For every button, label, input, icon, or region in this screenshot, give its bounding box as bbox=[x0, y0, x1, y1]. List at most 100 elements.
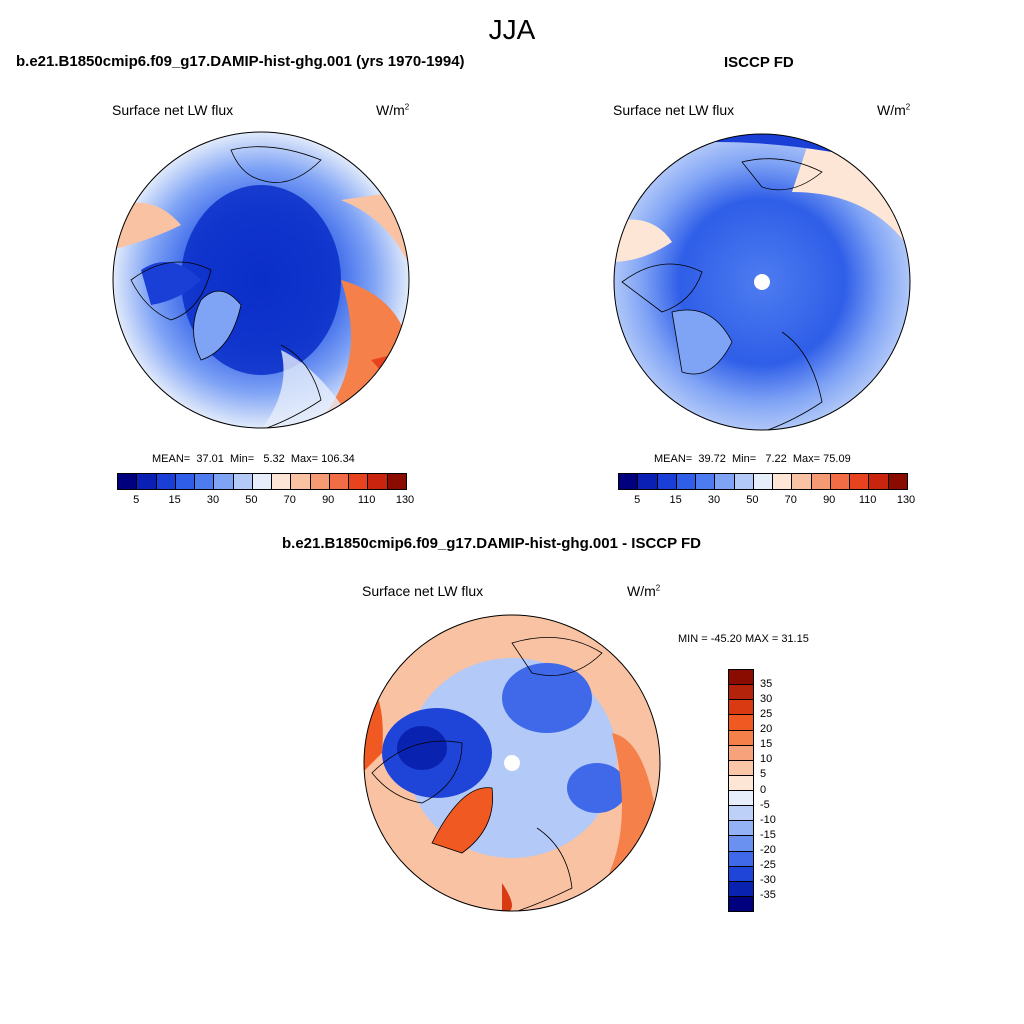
model-hot-region bbox=[371, 350, 409, 428]
colorbar-swatch bbox=[729, 850, 753, 866]
diff-greenland-warm bbox=[432, 787, 493, 853]
colorbar-tick-label: 35 bbox=[760, 678, 773, 691]
diff-coastline-canada bbox=[371, 740, 463, 804]
diff-panel-variable: Surface net LW flux bbox=[362, 583, 484, 599]
model-coastline-europe bbox=[260, 344, 322, 428]
colorbar-tick-label: 15 bbox=[168, 494, 181, 506]
colorbar-swatch bbox=[729, 684, 753, 700]
colorbar-swatch bbox=[695, 474, 715, 489]
colorbar-swatch bbox=[729, 835, 753, 851]
diff-warm-south bbox=[502, 883, 512, 911]
colorbar-tick-label: 110 bbox=[357, 494, 376, 506]
colorbar-swatch bbox=[232, 474, 252, 489]
diff-panel-units: W/m2 bbox=[627, 583, 661, 599]
colorbar-swatch bbox=[729, 820, 753, 836]
colorbar-swatch bbox=[155, 474, 175, 489]
colorbar-swatch bbox=[619, 474, 638, 489]
colorbar-tick-label: 130 bbox=[896, 494, 916, 506]
model-panel-variable: Surface net LW flux bbox=[112, 102, 234, 118]
model-panel-header: b.e21.B1850cmip6.f09_g17.DAMIP-hist-ghg.… bbox=[16, 53, 465, 70]
colorbar-swatch bbox=[887, 474, 907, 489]
colorbar-tick-label: 130 bbox=[395, 494, 415, 506]
colorbar-tick-label: 70 bbox=[283, 494, 296, 506]
colorbar-swatch bbox=[290, 474, 310, 489]
model-canada-region bbox=[141, 262, 201, 305]
colorbar-swatch bbox=[367, 474, 387, 489]
colorbar-swatch bbox=[829, 474, 850, 489]
colorbar-swatch bbox=[733, 474, 753, 489]
colorbar-tick-label: -20 bbox=[760, 843, 776, 856]
obs-coastline-canada bbox=[621, 263, 703, 313]
colorbar-tick-label: 90 bbox=[823, 494, 836, 506]
colorbar-tick-label: 50 bbox=[746, 494, 759, 506]
model-europe-region bbox=[261, 350, 351, 428]
colorbar-swatch bbox=[791, 474, 811, 489]
obs-stats: MEAN= 39.72 Min= 7.22 Max= 75.09 bbox=[654, 453, 851, 465]
obs-polar-map bbox=[613, 133, 911, 431]
model-coastline-canada bbox=[130, 261, 212, 321]
colorbar-swatch bbox=[251, 474, 272, 489]
model-polar-map bbox=[112, 131, 410, 429]
obs-colorbar-ticks: 5 15 30 50 70 90 110 130 bbox=[618, 494, 915, 508]
colorbar-swatch bbox=[729, 865, 753, 881]
colorbar-swatch bbox=[271, 474, 291, 489]
colorbar-swatch bbox=[656, 474, 676, 489]
colorbar-tick-label: -30 bbox=[760, 873, 776, 886]
colorbar-swatch bbox=[729, 744, 753, 760]
colorbar-tick-label: 30 bbox=[707, 494, 721, 506]
colorbar-swatch bbox=[752, 474, 773, 489]
colorbar-swatch bbox=[849, 474, 869, 489]
colorbar-swatch bbox=[729, 699, 753, 715]
colorbar-swatch bbox=[729, 729, 753, 745]
colorbar-swatch bbox=[714, 474, 734, 489]
obs-map-border bbox=[613, 133, 911, 431]
obs-greenland bbox=[672, 310, 732, 374]
obs-panel-variable: Surface net LW flux bbox=[613, 102, 735, 118]
colorbar-swatch bbox=[328, 474, 349, 489]
model-stats: MEAN= 37.01 Min= 5.32 Max= 106.34 bbox=[152, 453, 355, 465]
colorbar-tick-label: -15 bbox=[760, 828, 776, 841]
diff-colorbar bbox=[728, 669, 754, 912]
diff-coastline-greenland bbox=[431, 787, 494, 854]
diff-coastline-north bbox=[511, 637, 603, 676]
colorbar-swatch bbox=[729, 805, 753, 821]
diff-polar-map bbox=[363, 614, 661, 912]
colorbar-swatch bbox=[729, 774, 753, 790]
colorbar-swatch bbox=[675, 474, 696, 489]
colorbar-tick-label: -35 bbox=[760, 888, 776, 901]
main-title: JJA bbox=[488, 14, 536, 45]
model-coastline-greenland bbox=[193, 290, 242, 361]
colorbar-swatch bbox=[348, 474, 368, 489]
colorbar-swatch bbox=[637, 474, 657, 489]
colorbar-swatch bbox=[194, 474, 214, 489]
colorbar-tick-label: 10 bbox=[760, 753, 773, 766]
model-coastline-north bbox=[230, 146, 322, 183]
colorbar-swatch bbox=[772, 474, 792, 489]
colorbar-swatch bbox=[729, 880, 753, 896]
colorbar-tick-label: 0 bbox=[760, 783, 767, 796]
colorbar-tick-label: 25 bbox=[760, 708, 773, 721]
colorbar-swatch bbox=[174, 474, 195, 489]
colorbar-tick-label: 5 bbox=[133, 494, 140, 506]
colorbar-tick-label: 30 bbox=[206, 494, 220, 506]
diff-pole-missing bbox=[504, 755, 520, 771]
obs-colorbar bbox=[618, 473, 908, 490]
colorbar-tick-label: 5 bbox=[760, 768, 767, 781]
colorbar-swatch bbox=[729, 759, 753, 775]
obs-pole-missing bbox=[754, 274, 770, 290]
colorbar-tick-label: 5 bbox=[634, 494, 641, 506]
model-map-border bbox=[112, 131, 410, 429]
obs-coastline-greenland bbox=[671, 309, 733, 375]
obs-coastline-europe bbox=[761, 331, 823, 430]
colorbar-swatch bbox=[309, 474, 329, 489]
colorbar-swatch bbox=[118, 474, 137, 489]
model-greenland bbox=[193, 291, 241, 360]
diff-colorbar-ticks: 35 30 25 20 15 10 5 0 -5 -10 -15 -20 -25 -30 -35 bbox=[728, 669, 788, 910]
colorbar-swatch bbox=[729, 670, 753, 685]
colorbar-swatch bbox=[729, 714, 753, 730]
colorbar-tick-label: 110 bbox=[858, 494, 877, 506]
obs-panel-header: ISCCP FD bbox=[724, 54, 794, 71]
diff-canada-coldest bbox=[397, 726, 447, 770]
obs-coastline-north bbox=[741, 158, 823, 191]
colorbar-swatch bbox=[386, 474, 406, 489]
